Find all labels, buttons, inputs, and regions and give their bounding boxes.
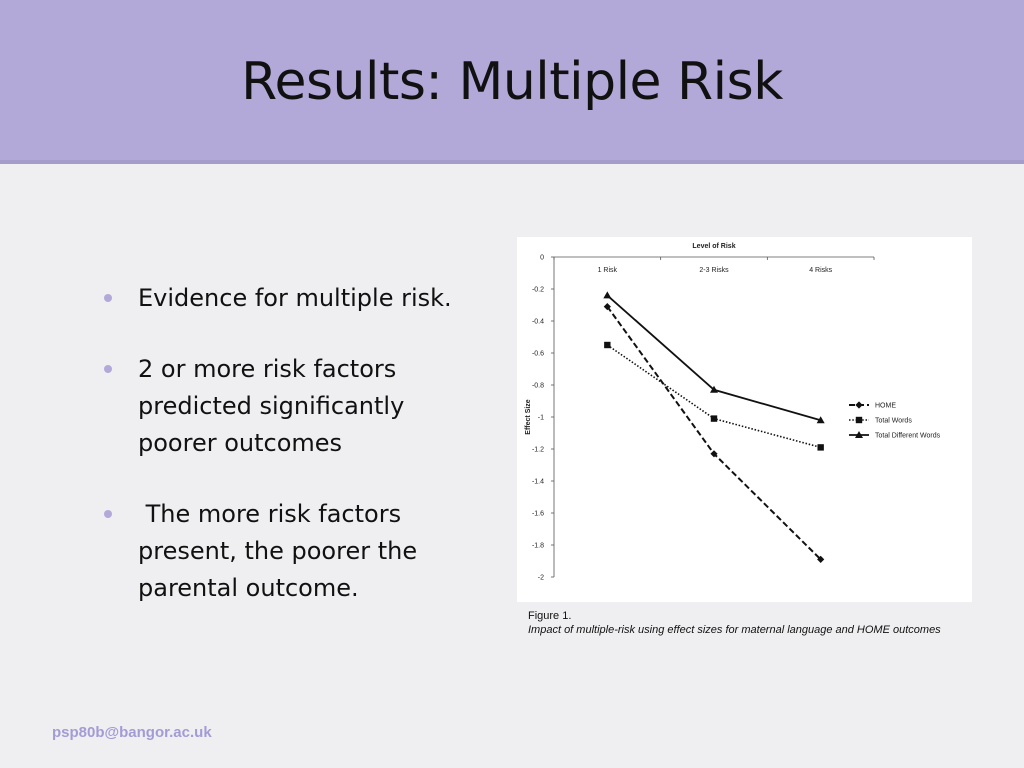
data-point: [817, 444, 824, 451]
bullet-item: Evidence for multiple risk.: [100, 280, 480, 317]
y-tick-label: -1.8: [532, 543, 544, 550]
legend-label: Total Different Words: [875, 433, 941, 440]
bullet-dot-icon: [104, 510, 112, 518]
data-point: [710, 450, 718, 458]
slide-title: Results: Multiple Risk: [241, 52, 783, 112]
bullet-text: The more risk factors present, the poore…: [138, 500, 425, 602]
data-point: [604, 341, 611, 349]
data-point: [710, 385, 718, 393]
bullet-text: Evidence for multiple risk.: [138, 284, 452, 312]
y-axis-label: Effect Size: [525, 399, 532, 435]
bullet-item: The more risk factors present, the poore…: [100, 496, 480, 607]
legend-marker: [855, 401, 863, 409]
y-tick-label: -2: [538, 575, 544, 582]
figure-description: Impact of multiple-risk using effect siz…: [528, 624, 941, 636]
legend-marker: [855, 431, 863, 438]
y-tick-label: 0: [540, 255, 544, 262]
y-tick-label: -0.6: [532, 351, 544, 358]
bullet-item: 2 or more risk factors predicted signifi…: [100, 351, 480, 462]
x-tick-label: 4 Risks: [809, 267, 832, 274]
footer-email: psp80b@bangor.ac.uk: [52, 724, 212, 741]
bullet-dot-icon: [104, 294, 112, 302]
bullet-text: 2 or more risk factors predicted signifi…: [138, 355, 412, 457]
y-tick-label: -1.6: [532, 511, 544, 518]
y-tick-label: -1.4: [532, 479, 544, 486]
legend-label: HOME: [875, 403, 896, 410]
data-point: [710, 415, 718, 422]
y-tick-label: -1: [538, 415, 544, 422]
chart-panel: Level of Risk 0 -0.2 -0.4 -0.6 -0.8 -1 -1.2 -1.4…: [517, 237, 972, 602]
data-point: [817, 555, 825, 563]
legend-marker: [855, 416, 863, 424]
bullet-list: Evidence for multiple risk. 2 or more ri…: [100, 280, 480, 641]
chart-title: Level of Risk: [692, 243, 735, 250]
title-banner: Results: Multiple Risk: [0, 0, 1024, 164]
series-line-total-words: [606, 344, 821, 449]
data-point: [603, 291, 612, 299]
y-tick-label: -0.2: [532, 287, 544, 294]
data-point: [816, 416, 825, 424]
figure-caption: Figure 1. Impact of multiple-risk using …: [528, 609, 1008, 637]
x-tick-label: 1 Risk: [598, 267, 618, 274]
y-tick-label: -1.2: [532, 447, 544, 454]
x-tick-label: 2-3 Risks: [699, 267, 729, 274]
legend-label: Total Words: [875, 418, 912, 425]
bullet-dot-icon: [104, 365, 112, 373]
series-line-home: [606, 306, 822, 561]
y-tick-label: -0.4: [532, 319, 544, 326]
series-line-total-different-words: [606, 294, 821, 422]
y-tick-label: -0.8: [532, 383, 544, 390]
line-chart: Level of Risk 0 -0.2 -0.4 -0.6 -0.8 -1 -1.2 -1.4…: [525, 243, 941, 582]
figure-label: Figure 1.: [528, 610, 572, 622]
